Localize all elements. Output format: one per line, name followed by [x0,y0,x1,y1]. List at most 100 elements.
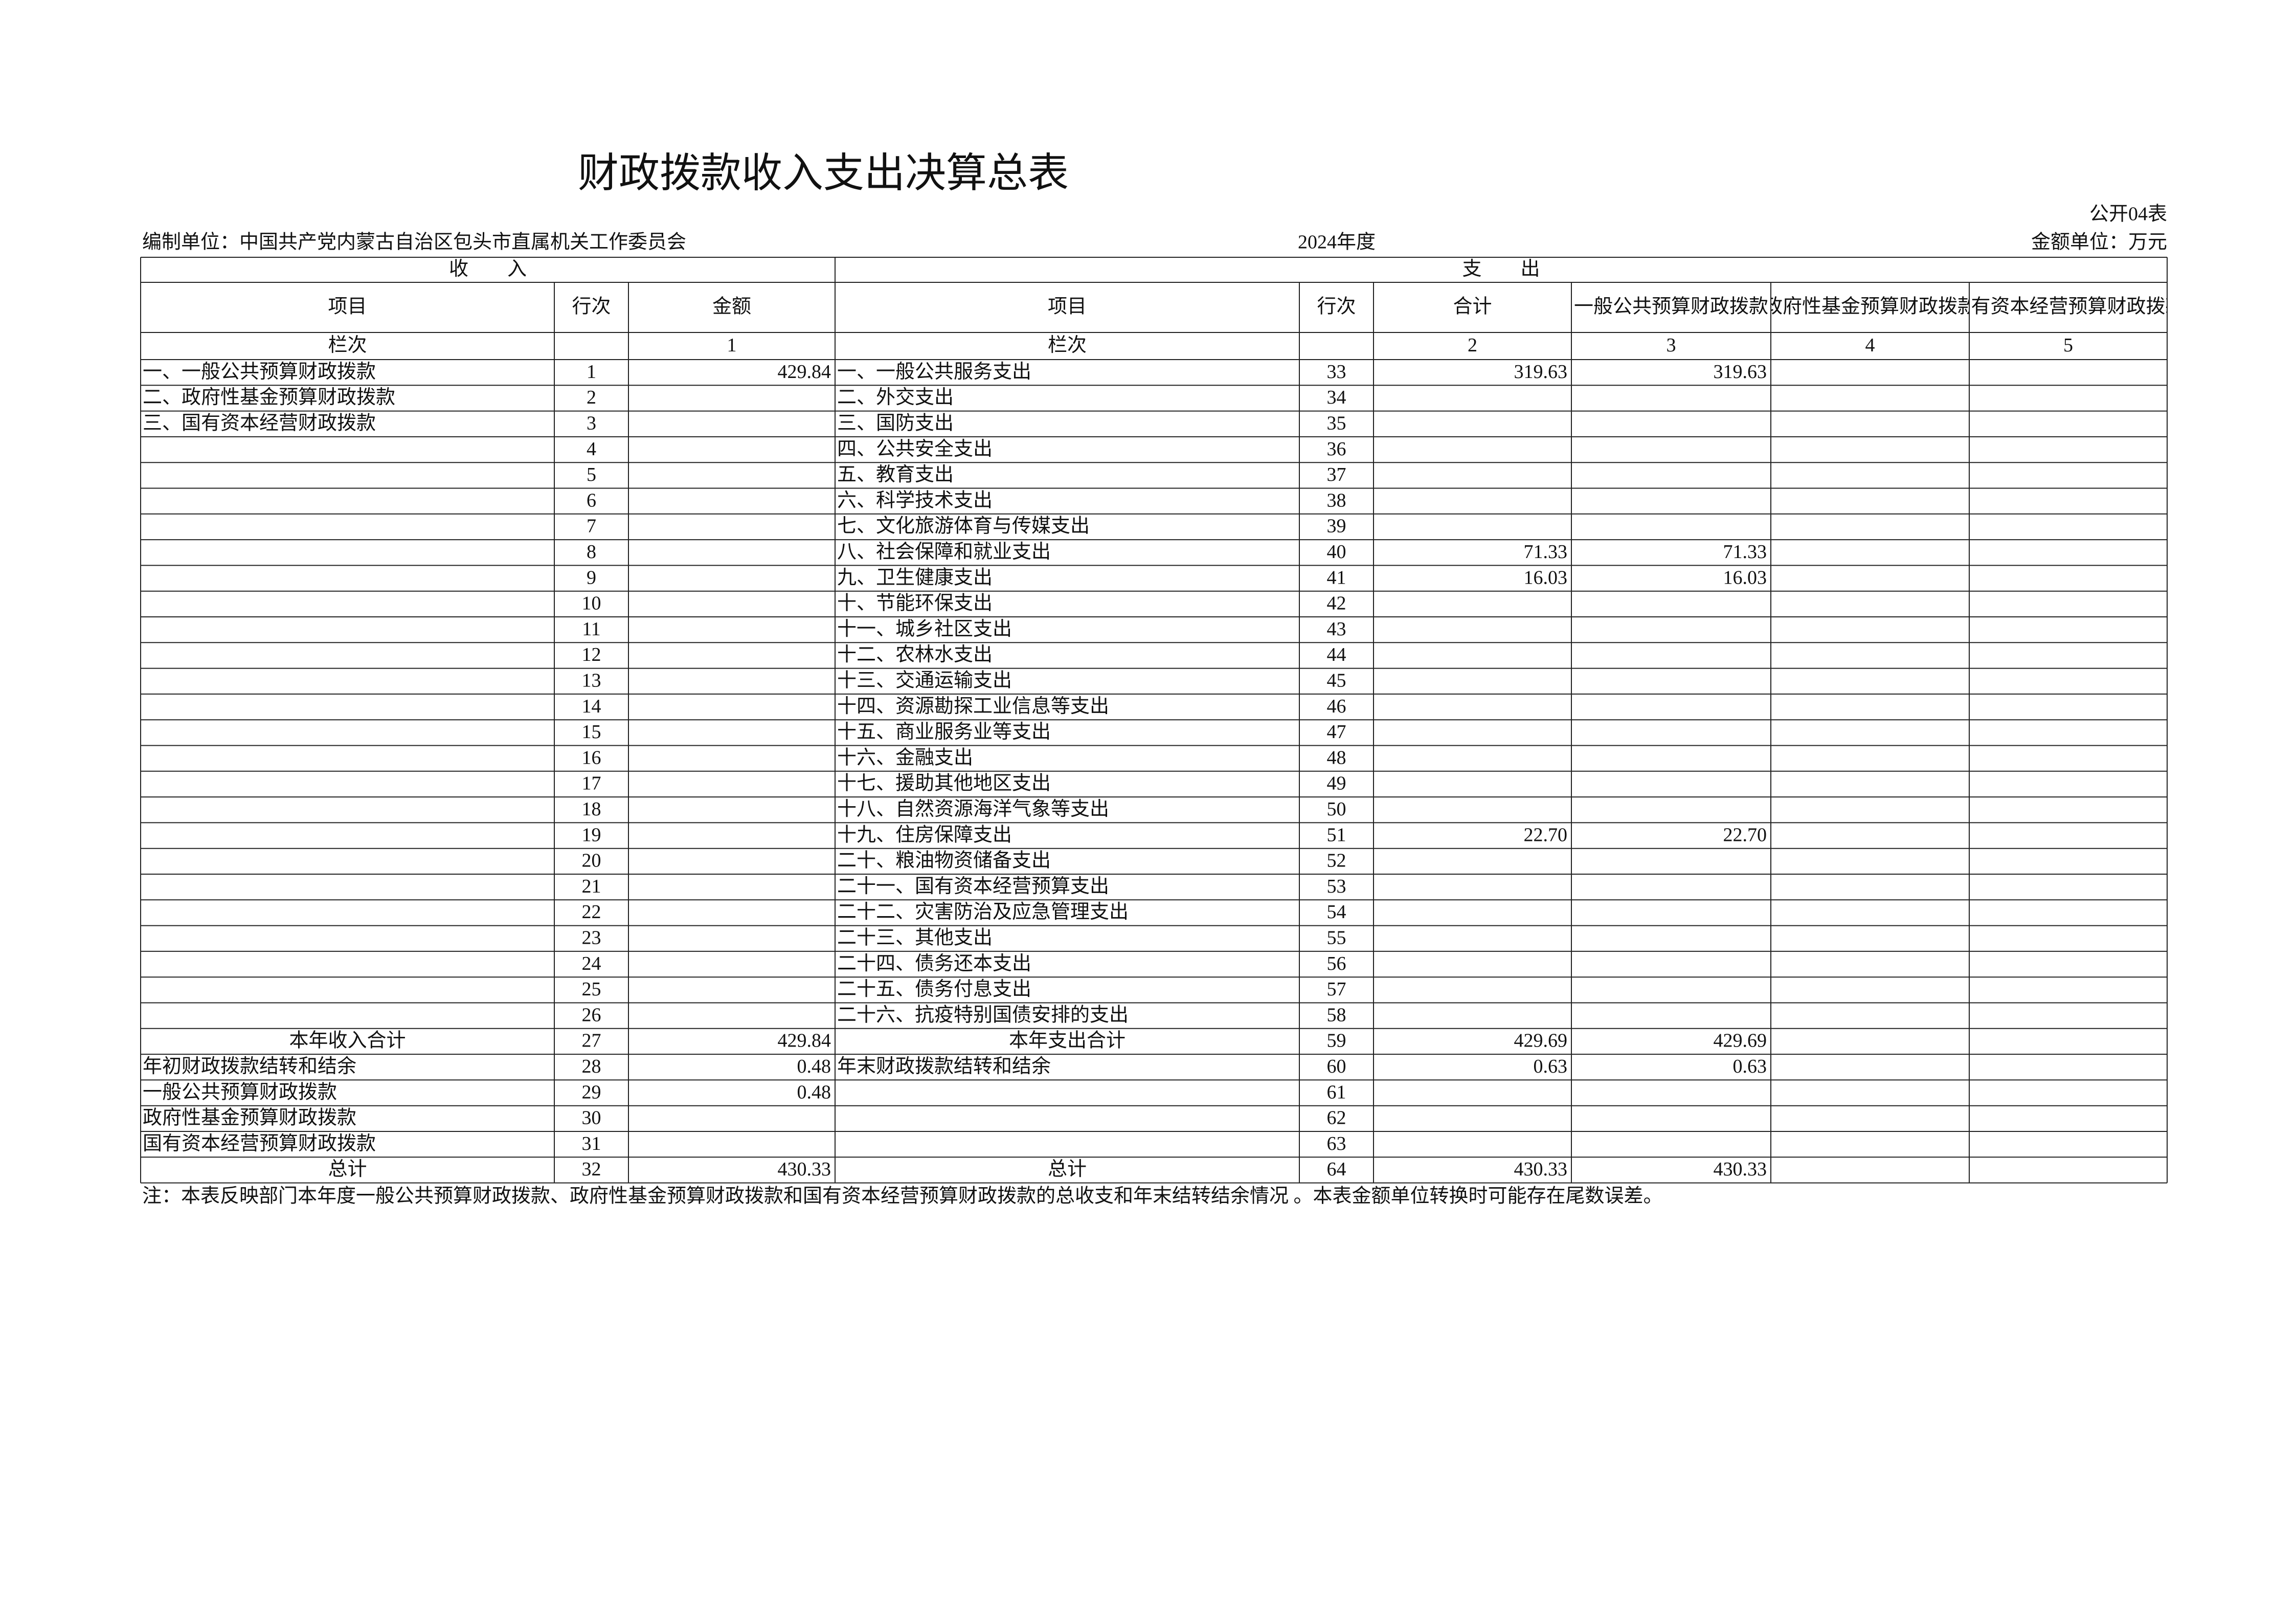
item-cell: 总计 [1048,1159,1087,1180]
item: 一般公共预算财政拨款 [143,1081,337,1103]
amount-cell: 22.70 [1723,824,1767,846]
item-cell: 二十三、其他支出 [837,927,993,948]
line-no: 2 [587,387,596,408]
year: 2024年度 [1298,232,1376,253]
line-no: 9 [587,567,596,588]
item-cell: 十五、商业服务业等支出 [837,721,1051,743]
line-no: 15 [582,721,601,743]
line-no: 27 [582,1030,601,1052]
line-no-cell: 53 [1327,876,1346,897]
line-no: 28 [582,1056,601,1077]
line-no: 39 [1327,516,1346,537]
item: 二十一、国有资本经营预算支出 [837,876,1109,897]
index-label: 栏次 [1048,335,1087,356]
line-no: 48 [1327,747,1346,768]
line-no: 26 [582,1004,601,1026]
line-no: 7 [587,516,596,537]
index-label-cell: 栏次 [328,335,367,356]
column-header-cell: 行次 [1317,296,1356,318]
line-no-cell: 33 [1327,361,1346,383]
item: 政府性基金预算财政拨款 [143,1107,356,1129]
amount: 430.33 [1514,1159,1568,1180]
item-cell: 国有资本经营预算财政拨款 [143,1133,376,1154]
column-header-cell: 一般公共预算财政拨款 [1574,296,1768,318]
line-no-cell: 60 [1327,1056,1346,1077]
line-no: 57 [1327,978,1346,1000]
line-no-cell: 42 [1327,593,1346,614]
line-no-cell: 22 [582,901,601,923]
line-no-cell: 55 [1327,927,1346,948]
line-no: 6 [587,490,596,511]
item-cell: 三、国有资本经营财政拨款 [143,412,376,434]
line-no-cell: 37 [1327,464,1346,485]
column-header-cell: 国有资本经营预算财政拨款 [1969,296,2167,318]
line-no-cell: 35 [1327,412,1346,434]
index-number-cell: 1 [727,335,737,356]
column-header: 项目 [1048,296,1087,318]
line-no: 8 [587,541,596,563]
amount: 430.33 [778,1159,831,1180]
item-cell: 二十二、灾害防治及应急管理支出 [837,901,1129,923]
amount: 71.33 [1524,541,1568,563]
item: 国有资本经营预算财政拨款 [143,1133,376,1154]
amount: 429.69 [1514,1030,1568,1052]
line-no: 35 [1327,412,1346,434]
item-cell: 政府性基金预算财政拨款 [143,1107,356,1129]
item: 十八、自然资源海洋气象等支出 [837,798,1109,820]
column-header-cell: 政府性基金预算财政拨款 [1771,296,1969,318]
line-no: 42 [1327,593,1346,614]
line-no-cell: 16 [582,747,601,768]
item: 十、节能环保支出 [837,593,993,614]
item-cell: 九、卫生健康支出 [837,567,993,588]
item-cell: 本年支出合计 [1009,1030,1126,1052]
column-header: 项目 [328,296,367,318]
amount-cell: 0.63 [1534,1056,1568,1077]
line-no: 18 [582,798,601,820]
column-header-cell: 项目 [1048,296,1087,318]
line-no-cell: 13 [582,670,601,691]
item-cell: 十七、援助其他地区支出 [837,773,1051,794]
line-no-cell: 17 [582,773,601,794]
line-no-cell: 10 [582,593,601,614]
amount: 319.63 [1714,361,1767,383]
item-cell: 二十、粮油物资储备支出 [837,850,1051,872]
item-cell: 七、文化旅游体育与传媒支出 [837,516,1090,537]
amount: 16.03 [1723,567,1767,588]
item: 总计 [1048,1159,1087,1180]
item-cell: 二十五、债务付息支出 [837,978,1031,1000]
income-label: 收 入 [449,258,527,280]
item: 六、科学技术支出 [837,490,993,511]
line-no-cell: 38 [1327,490,1346,511]
index-number: 5 [2063,335,2073,356]
line-no-cell: 8 [587,541,596,563]
line-no-cell: 64 [1327,1159,1346,1180]
line-no: 4 [587,438,596,460]
line-no-cell: 24 [582,953,601,974]
amount: 429.84 [778,1030,831,1052]
index-number-cell: 3 [1667,335,1676,356]
line-no-cell: 7 [587,516,596,537]
column-header-cell: 行次 [572,296,611,318]
line-no: 41 [1327,567,1346,588]
line-no: 46 [1327,696,1346,717]
index-label: 栏次 [328,335,367,356]
line-no: 19 [582,824,601,846]
item-cell: 十、节能环保支出 [837,593,993,614]
line-no-cell: 51 [1327,824,1346,846]
item-cell: 年末财政拨款结转和结余 [837,1056,1051,1077]
line-no: 1 [587,361,596,383]
line-no: 64 [1327,1159,1346,1180]
index-number: 1 [727,335,737,356]
line-no-cell: 18 [582,798,601,820]
item: 三、国有资本经营财政拨款 [143,412,376,434]
item: 三、国防支出 [837,412,954,434]
item: 二、外交支出 [837,387,954,408]
line-no: 32 [582,1159,601,1180]
index-label-cell: 栏次 [1048,335,1087,356]
line-no: 5 [587,464,596,485]
line-no-cell: 59 [1327,1030,1346,1052]
item: 十二、农林水支出 [837,644,993,665]
amount-cell: 430.33 [1514,1159,1568,1180]
line-no-cell: 49 [1327,773,1346,794]
